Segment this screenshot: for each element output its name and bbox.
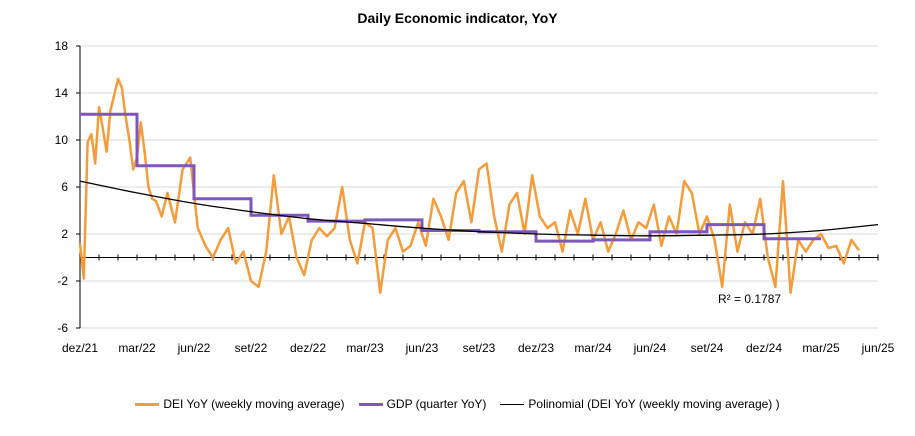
- chart-title: Daily Economic indicator, YoY: [357, 10, 558, 26]
- x-tick-label: jun/25: [861, 341, 895, 355]
- series-line-polynomial: [79, 180, 879, 237]
- x-tick-label: dez/24: [746, 341, 782, 355]
- x-tick-label: dez/21: [62, 341, 98, 355]
- legend-label-polynomial: Polinomial (DEI YoY (weekly moving avera…: [528, 397, 780, 411]
- x-tick-label: dez/23: [518, 341, 554, 355]
- x-tick-label: mar/23: [346, 341, 384, 355]
- x-tick-label: set/23: [463, 341, 496, 355]
- legend: DEI YoY (weekly moving average) GDP (qua…: [0, 397, 915, 411]
- x-tick-label: jun/23: [405, 341, 439, 355]
- legend-swatch-gdp: [358, 402, 383, 406]
- legend-item-polynomial: Polinomial (DEI YoY (weekly moving avera…: [500, 397, 780, 411]
- x-tick-label: mar/24: [574, 341, 612, 355]
- legend-item-dei: DEI YoY (weekly moving average): [135, 397, 345, 411]
- x-tick-label: mar/22: [118, 341, 156, 355]
- gridlines: [80, 45, 878, 329]
- y-tick-label: -2: [57, 274, 68, 288]
- axes: -6 -2 2 6 10 14 18 dez/21 mar/22 jun/22 set/22 dez/…: [55, 39, 895, 355]
- x-tick-label: set/22: [235, 341, 268, 355]
- y-tick-label: -6: [57, 321, 68, 335]
- series-line-dei: [78, 77, 861, 295]
- legend-label-gdp: GDP (quarter YoY): [386, 397, 487, 411]
- legend-swatch-polynomial: [500, 403, 525, 405]
- x-tick-label: mar/25: [802, 341, 840, 355]
- legend-item-gdp: GDP (quarter YoY): [358, 397, 487, 411]
- x-tick-label: dez/22: [290, 341, 326, 355]
- legend-label-dei: DEI YoY (weekly moving average): [163, 397, 345, 411]
- y-tick-label: 10: [55, 133, 69, 147]
- x-tick-label: set/24: [691, 341, 724, 355]
- legend-swatch-dei: [135, 402, 160, 406]
- series-group: [78, 77, 879, 295]
- x-tick-label: jun/24: [633, 341, 667, 355]
- x-tick-label: jun/22: [177, 341, 211, 355]
- y-tick-label: 2: [61, 227, 68, 241]
- y-tick-label: 18: [55, 39, 69, 53]
- r-squared-annotation: R² = 0.1787: [718, 292, 782, 306]
- y-tick-label: 6: [61, 180, 68, 194]
- y-tick-label: 14: [55, 86, 69, 100]
